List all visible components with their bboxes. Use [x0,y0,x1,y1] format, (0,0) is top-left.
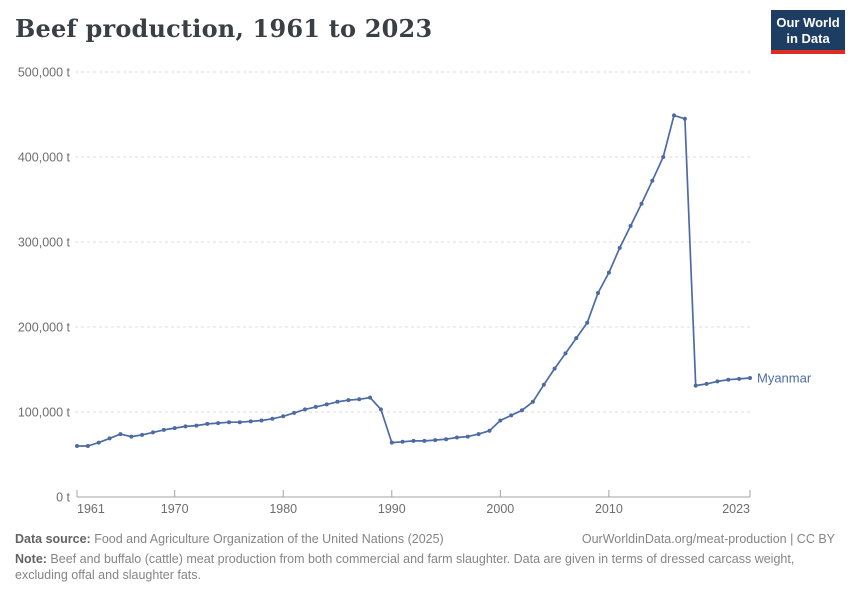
svg-text:1980: 1980 [269,502,297,516]
svg-text:2010: 2010 [595,502,623,516]
svg-text:100,000 t: 100,000 t [18,406,71,420]
series-label-myanmar: Myanmar [757,371,812,386]
svg-text:1961: 1961 [77,502,105,516]
logo-line2: in Data [786,31,830,46]
chart-title: Beef production, 1961 to 2023 [15,14,433,43]
chart-footer: Data source: Food and Agriculture Organi… [15,531,835,583]
data-source-label: Data source: [15,532,91,546]
x-axis-labels: 1961 1970 1980 1990 2000 2010 2023 [77,502,750,516]
data-source: Data source: Food and Agriculture Organi… [15,531,444,547]
footer-note-value: Beef and buffalo (cattle) meat productio… [15,552,795,582]
footer-note: Note: Beef and buffalo (cattle) meat pro… [15,551,833,583]
line-path [76,114,751,447]
owid-logo[interactable]: Our World in Data [771,10,845,54]
y-axis-labels: 0 t 100,000 t 200,000 t 300,000 t 400,000 t 5… [18,66,71,505]
footer-note-label: Note: [15,552,47,566]
x-axis [76,490,751,498]
logo-line1: Our World [776,15,840,30]
data-source-value: Food and Agriculture Organization of the… [90,532,444,546]
owid-url-link[interactable]: OurWorldinData.org/meat-production | CC … [581,532,835,546]
svg-text:1970: 1970 [161,502,189,516]
svg-text:400,000 t: 400,000 t [18,151,71,165]
gridlines [75,71,750,413]
svg-text:500,000 t: 500,000 t [18,66,71,80]
svg-text:2000: 2000 [486,502,514,516]
svg-text:200,000 t: 200,000 t [18,321,71,335]
svg-text:300,000 t: 300,000 t [18,236,71,250]
data-points [75,113,752,448]
svg-text:1990: 1990 [378,502,406,516]
svg-text:2023: 2023 [722,502,750,516]
series-myanmar[interactable]: Myanmar [75,113,812,448]
svg-text:0 t: 0 t [56,491,70,505]
